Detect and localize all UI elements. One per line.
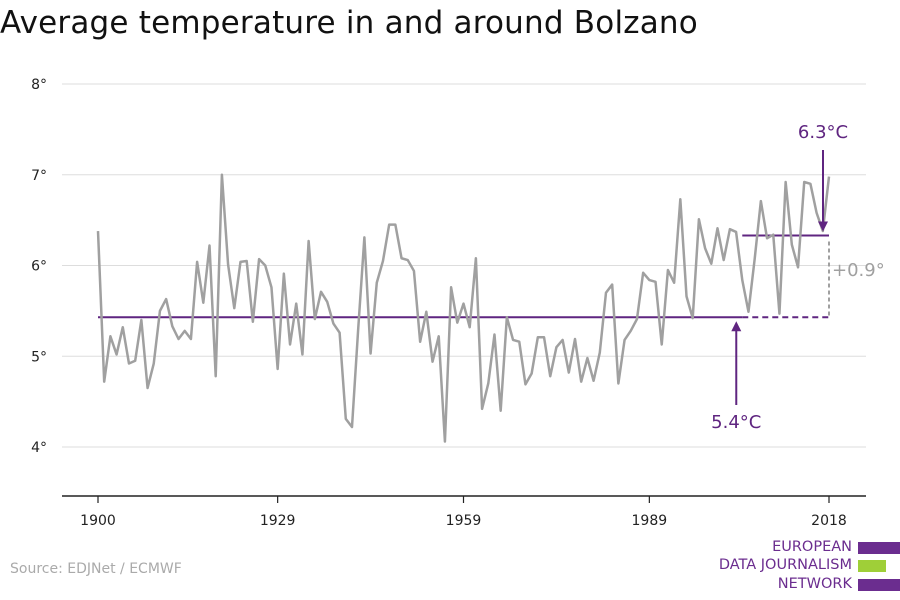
chart-title: Average temperature in and around Bolzan… <box>0 5 698 41</box>
logo-line-1: EUROPEAN <box>772 539 852 555</box>
x-tick-label-1989: 1989 <box>632 513 668 529</box>
arrow-5-4-head <box>731 321 742 332</box>
x-tick-label-2018: 2018 <box>811 513 847 529</box>
logo-line-2: DATA JOURNALISM <box>718 557 852 573</box>
label-difference: +0.9° <box>832 260 885 281</box>
y-axis-ticks: 4° 5° 6° 7° 8° <box>31 77 47 456</box>
logo-bar-green <box>858 560 886 572</box>
logo-bar-purple-top <box>858 542 900 554</box>
y-tick-label-6: 6° <box>31 259 47 275</box>
y-tick-label-4: 4° <box>31 440 47 456</box>
grid-lines <box>62 83 866 448</box>
x-tick-label-1900: 1900 <box>80 513 116 529</box>
y-tick-label-7: 7° <box>31 168 47 184</box>
temperature-series <box>96 173 831 443</box>
series-line <box>96 173 831 443</box>
logo-line-3: NETWORK <box>777 576 852 592</box>
x-tick-label-1929: 1929 <box>260 513 296 529</box>
label-6-3: 6.3°C <box>798 122 848 143</box>
x-axis: 1900 1929 1959 1989 2018 <box>62 495 866 529</box>
y-tick-label-8: 8° <box>31 77 47 93</box>
annotations: 5.4°C 6.3°C +0.9° <box>711 122 885 433</box>
source-note: Source: EDJNet / ECMWF <box>10 561 182 577</box>
arrow-6-3-head <box>818 221 828 232</box>
label-5-4: 5.4°C <box>711 412 761 433</box>
logo-bar-purple-bottom <box>858 579 900 591</box>
x-tick-label-1959: 1959 <box>446 513 482 529</box>
y-tick-label-5: 5° <box>31 349 47 365</box>
edjnet-logo: EUROPEAN DATA JOURNALISM NETWORK <box>700 539 900 600</box>
